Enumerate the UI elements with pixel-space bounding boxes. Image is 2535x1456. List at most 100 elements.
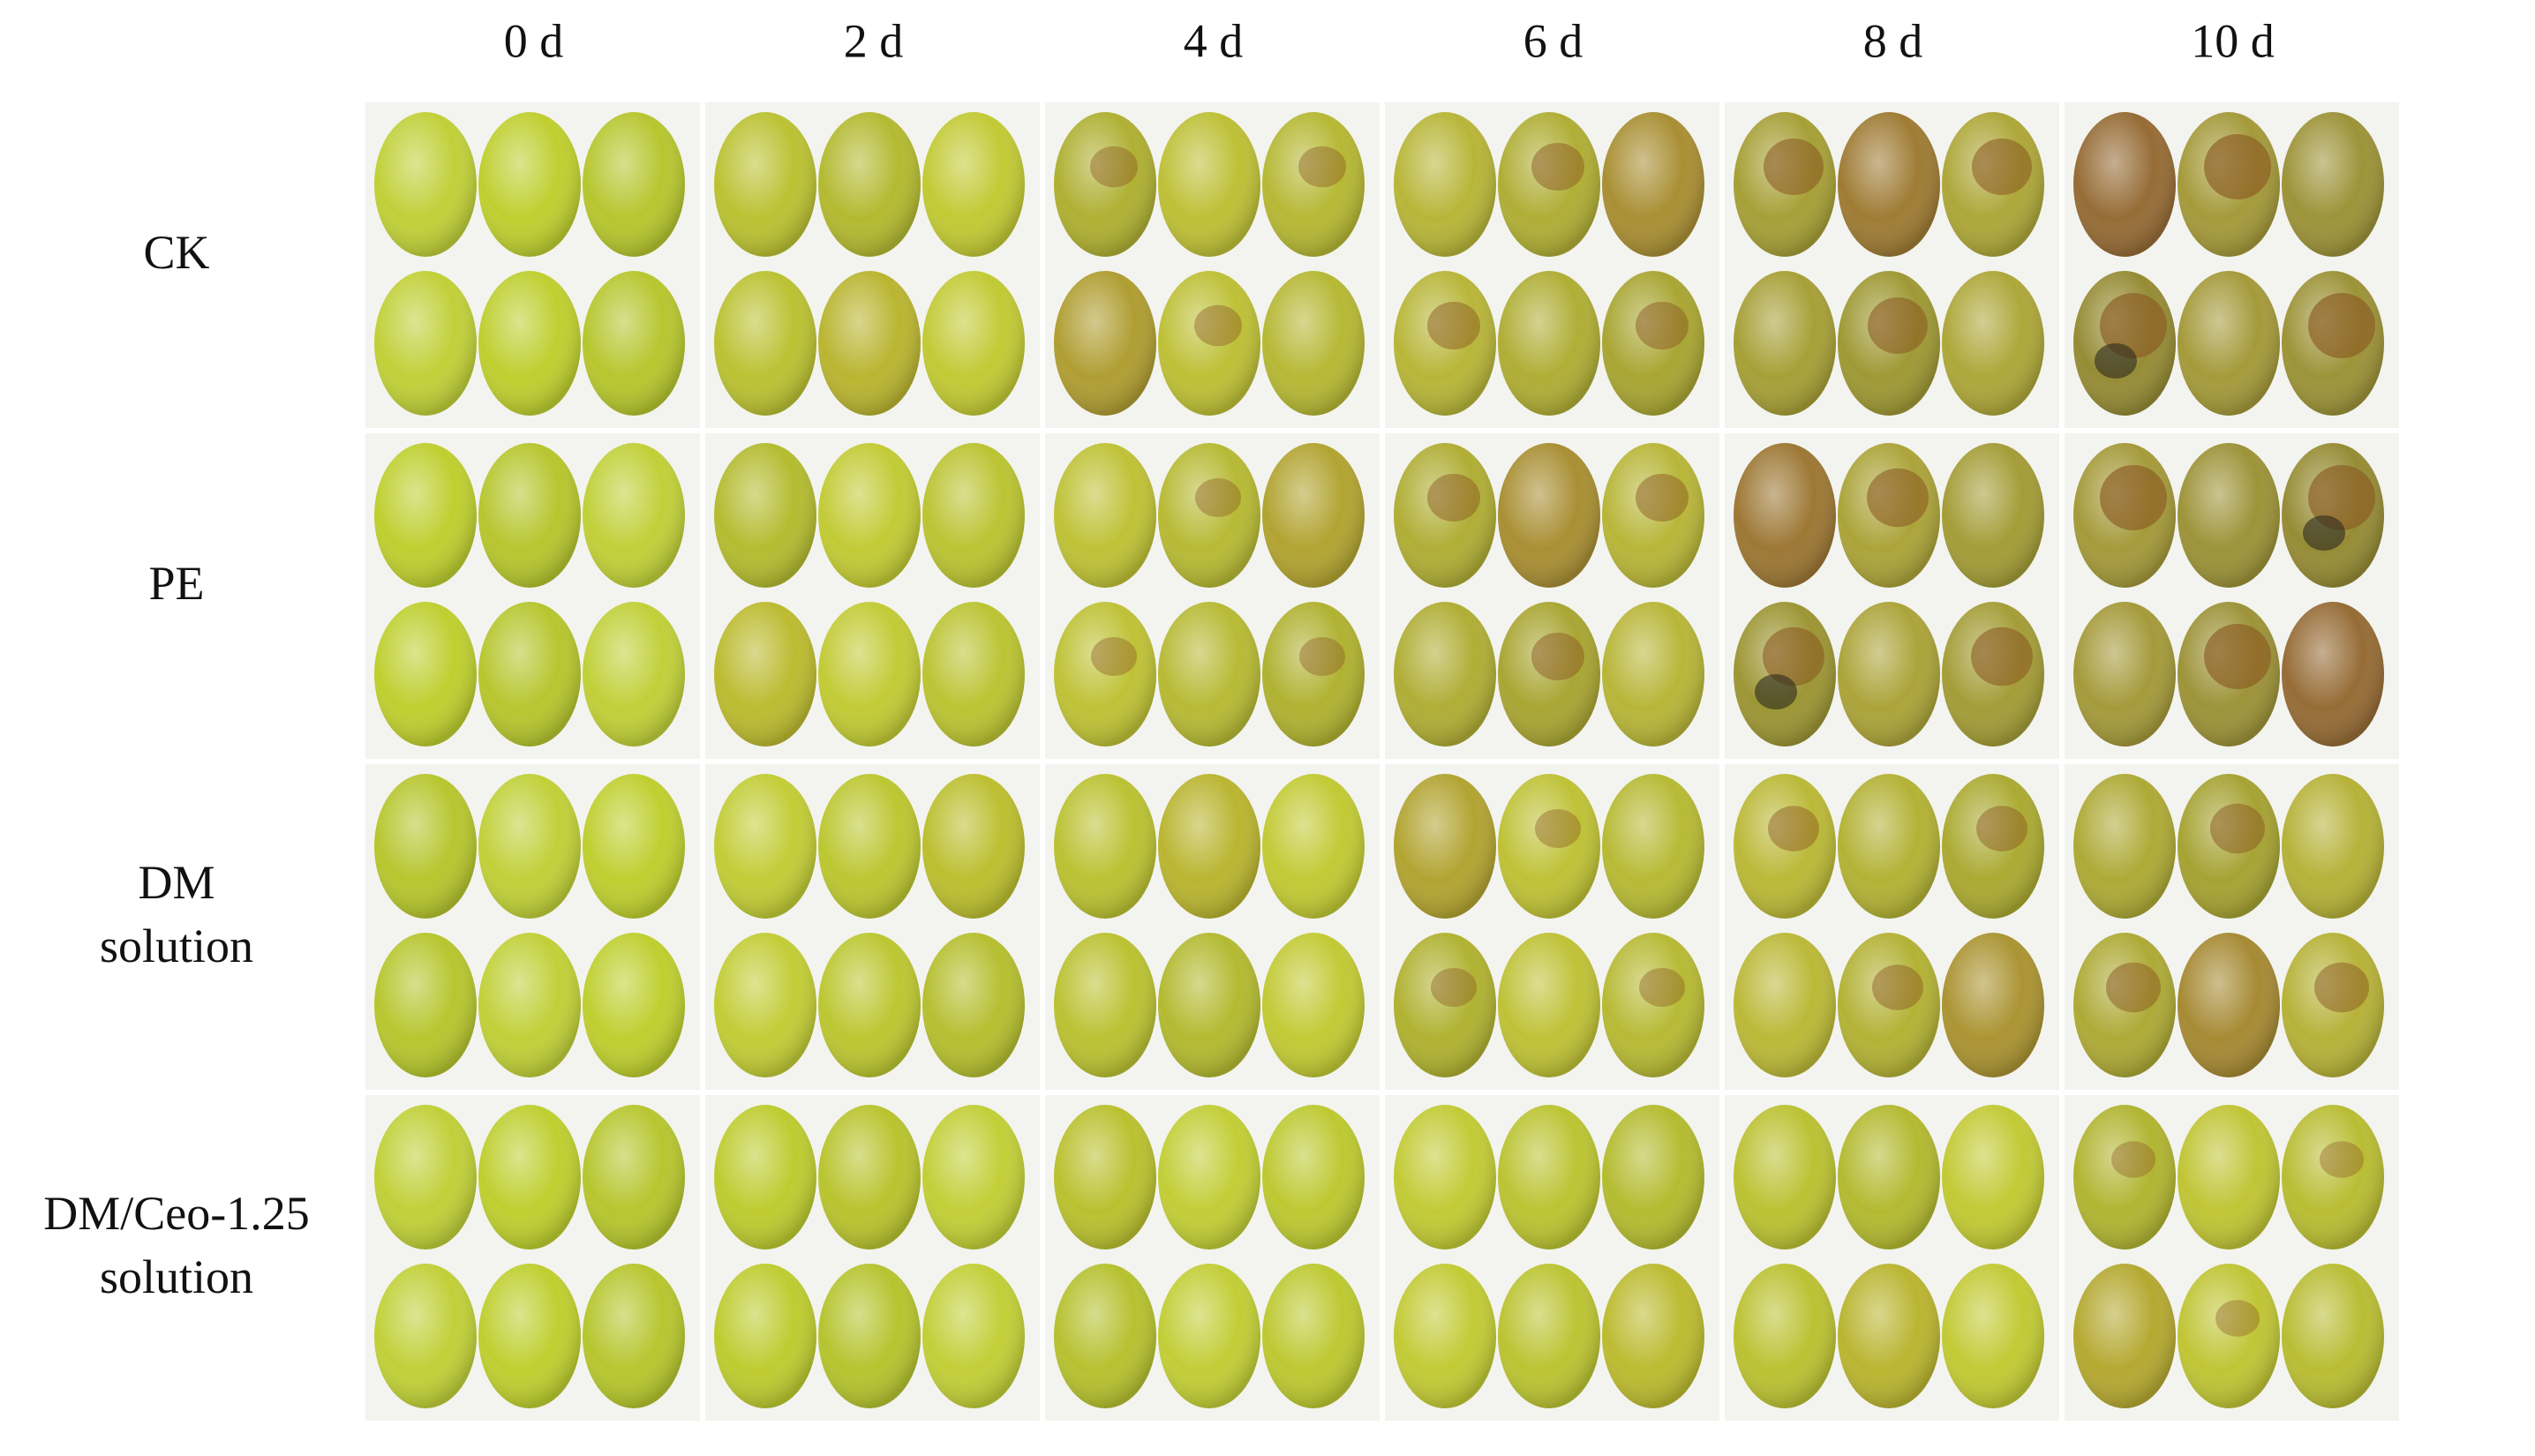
grape-shine xyxy=(583,933,685,1077)
brown-spot xyxy=(1091,637,1137,676)
grape-shine xyxy=(2178,933,2280,1077)
grape-shine xyxy=(1158,1264,1260,1408)
grape-shine xyxy=(1734,1264,1836,1408)
grape-shine xyxy=(1498,1264,1600,1408)
grape-shine xyxy=(1262,1105,1365,1250)
grape-shine xyxy=(478,933,581,1077)
grape-shine xyxy=(1158,112,1260,257)
grape-shine xyxy=(818,1264,921,1408)
brown-spot xyxy=(1636,474,1689,522)
grape-shine xyxy=(1394,1264,1496,1408)
grape-shine xyxy=(818,271,921,416)
grape-shine xyxy=(1734,774,1836,919)
grape-shine xyxy=(714,602,816,747)
grape-shine xyxy=(583,443,685,588)
brown-spot xyxy=(1531,143,1584,191)
grape-shine xyxy=(714,1105,816,1250)
grape-shine xyxy=(1602,1105,1704,1250)
grape-shine xyxy=(922,602,1025,747)
grape-shine xyxy=(1158,443,1260,588)
grape-shine xyxy=(1838,602,1940,747)
grape-shine xyxy=(1838,933,1940,1077)
grape-shine xyxy=(818,112,921,257)
grape-shine xyxy=(374,271,477,416)
brown-spot xyxy=(1431,968,1477,1007)
grape-shine xyxy=(1262,602,1365,747)
grape-shine xyxy=(374,1264,477,1408)
grape-shine xyxy=(922,774,1025,919)
grape-shine xyxy=(818,933,921,1077)
photo-cell xyxy=(2065,102,2399,428)
grape-shine xyxy=(1942,1105,2044,1250)
grape-shine xyxy=(1498,443,1600,588)
grape-shine xyxy=(2073,1264,2176,1408)
grape-shine xyxy=(1734,443,1836,588)
brown-spot xyxy=(1090,146,1138,188)
column-header: 8 d xyxy=(1863,14,1923,67)
row-label: solution xyxy=(100,1250,253,1303)
grape-shine xyxy=(478,774,581,919)
photo-cell xyxy=(705,764,1040,1090)
grape-shine xyxy=(2073,112,2176,257)
grape-shine xyxy=(1942,774,2044,919)
grape-shine xyxy=(1734,933,1836,1077)
brown-spot xyxy=(1764,139,1824,195)
grape-shine xyxy=(1394,443,1496,588)
row-label: solution xyxy=(100,919,253,972)
grape-shine xyxy=(818,602,921,747)
grape-shine xyxy=(2282,774,2384,919)
grape-shine xyxy=(922,1264,1025,1408)
grape-shine xyxy=(1158,602,1260,747)
photo-cell xyxy=(705,433,1040,759)
grape-shine xyxy=(1602,933,1704,1077)
row-label: DM/Ceo-1.25 xyxy=(43,1187,309,1240)
photo-cell xyxy=(2065,433,2399,759)
grape-shine xyxy=(478,271,581,416)
row-label: CK xyxy=(143,226,209,279)
grape-shine xyxy=(1158,1105,1260,1250)
grape-shine xyxy=(1262,774,1365,919)
grape-shine xyxy=(714,774,816,919)
brown-spot xyxy=(1194,304,1242,347)
grape-shine xyxy=(922,112,1025,257)
brown-spot xyxy=(2210,803,2265,854)
grape-shine xyxy=(583,774,685,919)
grape-shine xyxy=(1054,933,1156,1077)
grape-shine xyxy=(1838,1105,1940,1250)
photo-cell xyxy=(1385,1095,1719,1421)
grape-shine xyxy=(1054,443,1156,588)
photo-cell xyxy=(1045,1095,1380,1421)
grape-shine xyxy=(922,271,1025,416)
brown-spot xyxy=(1427,302,1480,349)
grape-shine xyxy=(374,774,477,919)
brown-spot xyxy=(2204,624,2271,689)
grape-shine xyxy=(1394,774,1496,919)
brown-spot xyxy=(1867,468,1929,528)
grape-shine xyxy=(1394,271,1496,416)
grape-shine xyxy=(1054,1264,1156,1408)
grape-shine xyxy=(2178,1105,2280,1250)
grape-shine xyxy=(1838,112,1940,257)
mold-spot xyxy=(2095,343,2137,379)
brown-spot xyxy=(2215,1300,2260,1337)
grape-shine xyxy=(818,1105,921,1250)
brown-spot xyxy=(1195,478,1241,517)
grape-shine xyxy=(2282,1105,2384,1250)
grape-shine xyxy=(1054,112,1156,257)
grape-shine xyxy=(922,933,1025,1077)
grape-shine xyxy=(1498,602,1600,747)
brown-spot xyxy=(1427,474,1480,522)
brown-spot xyxy=(1531,633,1584,680)
brown-spot xyxy=(2204,134,2271,199)
photo-cell xyxy=(1045,433,1380,759)
grape-shine xyxy=(2282,112,2384,257)
grape-shine xyxy=(1262,271,1365,416)
brown-spot xyxy=(2106,962,2161,1013)
brown-spot xyxy=(1872,964,1923,1010)
grape-shine xyxy=(1054,602,1156,747)
brown-spot xyxy=(1639,968,1685,1007)
grape-shine xyxy=(1602,271,1704,416)
grape-shine xyxy=(1498,933,1600,1077)
column-header: 2 d xyxy=(844,14,904,67)
